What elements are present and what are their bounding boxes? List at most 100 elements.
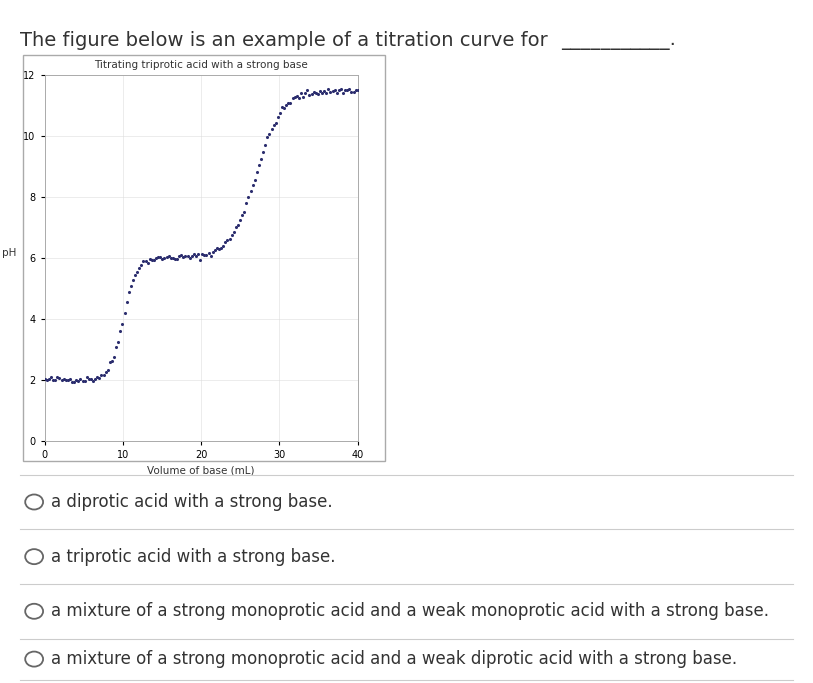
Text: a mixture of a strong monoprotic acid and a weak monoprotic acid with a strong b: a mixture of a strong monoprotic acid an… — [51, 602, 769, 620]
Point — [294, 88, 307, 99]
Point — [164, 253, 177, 264]
Point — [298, 87, 311, 98]
Point — [114, 325, 127, 336]
Point — [53, 373, 66, 384]
Point — [290, 91, 303, 102]
Point — [46, 374, 59, 385]
Point — [242, 192, 255, 203]
Point — [345, 87, 358, 98]
Point — [154, 251, 167, 262]
Point — [236, 210, 249, 221]
Point — [61, 375, 74, 386]
Point — [103, 357, 116, 368]
Point — [280, 99, 293, 110]
Point — [110, 342, 123, 352]
Point — [179, 250, 192, 261]
Point — [67, 377, 80, 388]
Point — [175, 250, 188, 261]
Point — [322, 83, 335, 94]
Point — [261, 131, 274, 142]
Point — [309, 87, 322, 98]
Text: a diprotic acid with a strong base.: a diprotic acid with a strong base. — [51, 493, 333, 511]
Point — [168, 254, 181, 265]
Point — [240, 197, 253, 208]
Point — [276, 101, 289, 112]
Point — [200, 249, 213, 260]
Point — [343, 84, 356, 95]
Point — [187, 249, 200, 260]
Point — [246, 180, 259, 191]
Point — [293, 92, 306, 103]
Point — [97, 370, 110, 380]
Point — [257, 146, 270, 157]
Point — [41, 374, 54, 385]
Point — [253, 160, 266, 171]
Point — [347, 87, 360, 98]
Point — [172, 251, 185, 262]
Point — [341, 85, 354, 96]
Point — [334, 83, 347, 94]
Point — [311, 89, 324, 100]
Point — [223, 234, 236, 245]
Point — [160, 252, 173, 263]
Point — [208, 245, 221, 256]
Point — [111, 336, 124, 347]
Point — [137, 255, 150, 266]
Point — [193, 254, 207, 265]
Point — [150, 252, 163, 263]
Point — [301, 85, 314, 96]
Point — [254, 154, 267, 165]
Point — [85, 373, 98, 384]
Point — [212, 244, 225, 255]
Point — [288, 92, 301, 103]
Point — [250, 167, 263, 178]
Point — [282, 98, 295, 109]
Point — [74, 374, 87, 385]
Point — [45, 372, 58, 382]
Point — [42, 373, 55, 384]
Point — [196, 249, 209, 260]
Point — [297, 92, 310, 102]
Point — [99, 367, 112, 378]
Point — [127, 274, 140, 285]
Point — [217, 240, 230, 251]
Point — [315, 87, 328, 98]
Point — [131, 267, 144, 278]
Point — [221, 235, 234, 246]
Point — [204, 251, 217, 262]
Point — [86, 375, 99, 386]
Point — [156, 254, 169, 265]
Point — [63, 374, 76, 385]
Point — [181, 251, 194, 262]
Point — [183, 252, 196, 263]
Point — [207, 247, 220, 257]
Point — [49, 374, 62, 385]
Point — [66, 377, 79, 388]
Point — [141, 257, 154, 268]
Point — [80, 372, 93, 382]
Point — [189, 251, 202, 262]
Point — [116, 319, 129, 330]
Point — [106, 355, 119, 366]
Y-axis label: pH: pH — [2, 248, 16, 257]
Point — [278, 102, 291, 113]
Point — [330, 87, 343, 98]
Point — [272, 111, 285, 122]
Point — [286, 93, 299, 104]
Point — [229, 221, 242, 232]
Point — [263, 128, 276, 139]
Point — [124, 280, 137, 291]
Point — [333, 85, 346, 96]
Point — [248, 175, 261, 186]
Point — [211, 242, 224, 253]
Point — [76, 375, 89, 386]
Point — [57, 374, 70, 385]
Point — [215, 242, 228, 253]
Point — [233, 214, 246, 225]
Text: The figure below is an example of a titration curve for: The figure below is an example of a titr… — [20, 31, 554, 50]
Point — [162, 251, 175, 262]
Point — [305, 88, 318, 99]
Point — [102, 364, 115, 375]
Point — [307, 87, 320, 98]
Point — [237, 206, 250, 217]
